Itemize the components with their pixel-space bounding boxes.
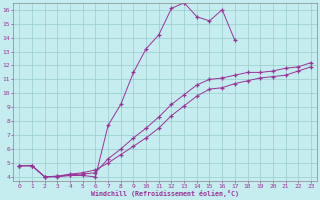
X-axis label: Windchill (Refroidissement éolien,°C): Windchill (Refroidissement éolien,°C) [91, 190, 239, 197]
